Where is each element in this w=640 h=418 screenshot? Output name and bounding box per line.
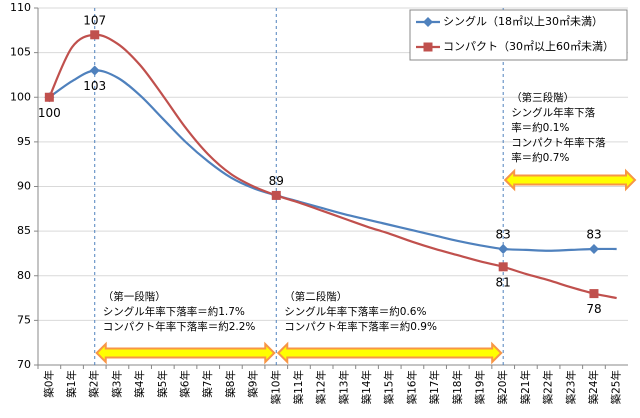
x-tick-label: 築5年 <box>156 370 169 398</box>
x-tick-label: 築1年 <box>65 370 78 398</box>
x-tick-label: 築21年 <box>519 370 532 404</box>
x-tick-label: 築6年 <box>179 370 192 398</box>
annotation-text: （第三段階） <box>511 91 574 104</box>
y-tick-label: 90 <box>17 180 31 193</box>
marker <box>423 42 433 52</box>
annotation-text: 率＝約0.1% <box>511 121 569 134</box>
phase-arrow <box>276 341 503 365</box>
y-tick-label: 70 <box>17 358 31 371</box>
annotation-text: （第一段階） <box>103 290 166 303</box>
x-tick-label: 築16年 <box>405 370 418 404</box>
data-label: 100 <box>38 106 61 120</box>
marker <box>498 243 509 254</box>
y-tick-label: 85 <box>17 224 31 237</box>
x-tick-label: 築11年 <box>292 370 305 404</box>
marker <box>589 289 599 299</box>
y-tick-label: 100 <box>10 90 31 103</box>
phase-arrow <box>95 341 276 365</box>
data-label: 83 <box>586 227 601 241</box>
legend-box <box>409 9 628 61</box>
x-tick-label: 築9年 <box>247 370 260 398</box>
x-tick-label: 築24年 <box>587 370 600 404</box>
y-tick-label: 105 <box>10 46 31 59</box>
legend-label: コンパクト（30㎡以上60㎡未満） <box>443 40 614 53</box>
x-tick-label: 築18年 <box>451 370 464 404</box>
y-tick-label: 110 <box>10 1 31 14</box>
x-tick-label: 築12年 <box>315 370 328 404</box>
x-tick-label: 築3年 <box>110 370 123 398</box>
marker <box>90 30 100 40</box>
series-line <box>48 33 617 300</box>
x-tick-label: 築8年 <box>224 370 237 398</box>
marker <box>498 262 508 272</box>
marker <box>89 65 100 76</box>
annotation-text: コンパクト年率下落 <box>511 136 606 149</box>
data-label: 83 <box>496 227 511 241</box>
x-tick-label: 築0年 <box>42 370 55 398</box>
x-tick-label: 築17年 <box>428 370 441 404</box>
annotation-text: コンパクト年率下落率＝約2.2% <box>103 320 256 333</box>
x-tick-label: 築15年 <box>383 370 396 404</box>
data-label: 107 <box>83 13 106 27</box>
marker <box>423 17 433 27</box>
x-tick-label: 築7年 <box>201 370 214 398</box>
legend: シングル（18㎡以上30㎡未満） コンパクト（30㎡以上60㎡未満） <box>409 9 628 61</box>
annotation-text: シングル年率下落 <box>511 106 595 119</box>
annotation-text: 率＝約0.7% <box>511 151 569 164</box>
annotation-text: シングル年率下落率＝約0.6% <box>284 305 426 318</box>
data-label: 103 <box>83 79 106 93</box>
x-tick-label: 築2年 <box>88 370 101 398</box>
x-tick-label: 築22年 <box>542 370 555 404</box>
x-tick-label: 築19年 <box>474 370 487 404</box>
legend-label: シングル（18㎡以上30㎡未満） <box>443 14 603 28</box>
x-tick-label: 築13年 <box>337 370 350 404</box>
annotation-text: （第二段階） <box>284 290 347 303</box>
annotation-text: コンパクト年率下落率＝約0.9% <box>284 320 437 333</box>
marker <box>271 190 281 200</box>
y-tick-label: 75 <box>17 313 31 326</box>
x-tick-label: 築10年 <box>269 370 282 404</box>
data-label: 89 <box>269 174 284 188</box>
y-tick-label: 80 <box>17 269 31 282</box>
x-tick-label: 築20年 <box>496 370 509 404</box>
x-tick-label: 築23年 <box>564 370 577 404</box>
y-tick-label: 95 <box>17 135 31 148</box>
series-line <box>48 69 617 252</box>
phase-arrow <box>503 168 637 192</box>
data-label: 78 <box>586 302 601 316</box>
marker <box>588 243 599 254</box>
data-label: 81 <box>496 275 511 289</box>
x-tick-label: 築25年 <box>610 370 623 404</box>
marker <box>44 92 54 102</box>
x-tick-label: 築4年 <box>133 370 146 398</box>
x-tick-label: 築14年 <box>360 370 373 404</box>
annotation-text: シングル年率下落率＝約1.7% <box>103 305 245 318</box>
